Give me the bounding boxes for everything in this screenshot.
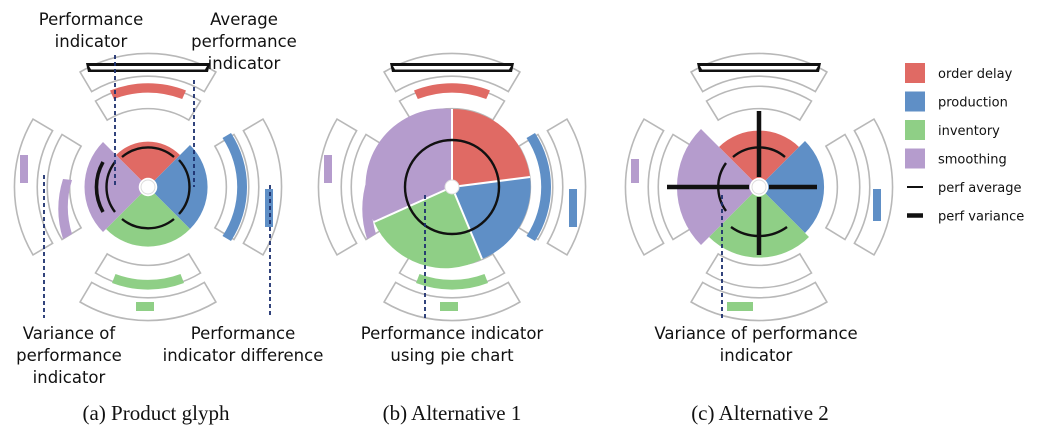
diff-smoothing [20, 155, 28, 183]
outer-difference-bands [20, 63, 273, 311]
annotation-a-variance-line-1: Variance of [23, 324, 117, 343]
average-arcs [105, 146, 191, 230]
annotation-a-average-performance-indicator-line-1: Average [210, 10, 278, 29]
legend: order delay production inventory smoothing p… [905, 63, 1024, 225]
annotation-c-variance-line-2: indicator [720, 346, 793, 365]
center-hole [140, 179, 156, 195]
legend-label-production: production [938, 96, 1008, 111]
legend-marker-smoothing [905, 148, 925, 169]
band-inventory [416, 274, 488, 290]
caption-b: (b) Alternative 1 [383, 401, 522, 425]
band-smoothing [58, 179, 72, 239]
annotation-a-performance-indicator-line-1: Performance [39, 10, 144, 29]
diff-inventory [136, 302, 154, 311]
pie-chart [365, 108, 531, 269]
annotation-a-variance-line-3: indicator [33, 368, 106, 387]
pie-smoothing [365, 108, 452, 222]
glyph-alternative-2 [624, 52, 894, 322]
annotation-a-average-performance-indicator-line-3: indicator [208, 54, 281, 73]
caption-c: (c) Alternative 2 [691, 401, 829, 425]
pie-production [452, 177, 531, 259]
outer-difference-bands [631, 63, 881, 311]
average-circle [403, 138, 501, 236]
pie-order-delay [452, 108, 530, 187]
legend-label-smoothing: smoothing [938, 153, 1007, 168]
petal-inventory [106, 193, 190, 247]
band-order-delay [110, 83, 186, 99]
annotation-b-pie-line-2: using pie chart [390, 346, 514, 365]
annotation-b-pie-line-1: Performance indicator [361, 324, 544, 343]
legend-label-inventory: inventory [938, 124, 1000, 139]
annotation-a-difference-line-2: indicator difference [163, 346, 324, 365]
legend-label-perf-average: perf average [938, 181, 1022, 196]
annotations: Performance indicator Average performance in… [16, 10, 858, 387]
glyph-product [13, 52, 283, 322]
annotation-a-performance-indicator-line-2: indicator [55, 32, 128, 51]
diff-order-delay-inner [89, 66, 207, 70]
band-production [526, 133, 552, 241]
legend-label-perf-variance: perf variance [938, 210, 1024, 225]
outer-difference-bands [324, 63, 577, 311]
legend-marker-order-delay [905, 63, 925, 83]
outer-bands [58, 83, 248, 290]
diff-production [265, 189, 273, 227]
band-production [222, 133, 248, 241]
variance-cross [667, 111, 817, 255]
annotation-a-difference-line-1: Performance [191, 324, 296, 343]
annotation-a-average-performance-indicator-line-2: performance [191, 32, 297, 51]
caption-a: (a) Product glyph [83, 401, 230, 425]
variance-arcs [94, 161, 105, 213]
leader-lines [43, 55, 723, 318]
annotation-c-variance-line-1: Variance of performance [654, 324, 857, 343]
petal-smoothing [84, 142, 142, 232]
glyph-alternative-1 [317, 52, 587, 322]
center-hole [444, 179, 460, 195]
center-hole [751, 179, 767, 195]
legend-label-order-delay: order delay [938, 67, 1013, 82]
legend-marker-inventory [905, 120, 925, 140]
outer-track-rings [624, 52, 894, 322]
annotation-a-variance-line-2: performance [16, 346, 122, 365]
band-order-delay [414, 83, 490, 99]
legend-marker-production [905, 91, 925, 112]
band-inventory [112, 274, 184, 290]
